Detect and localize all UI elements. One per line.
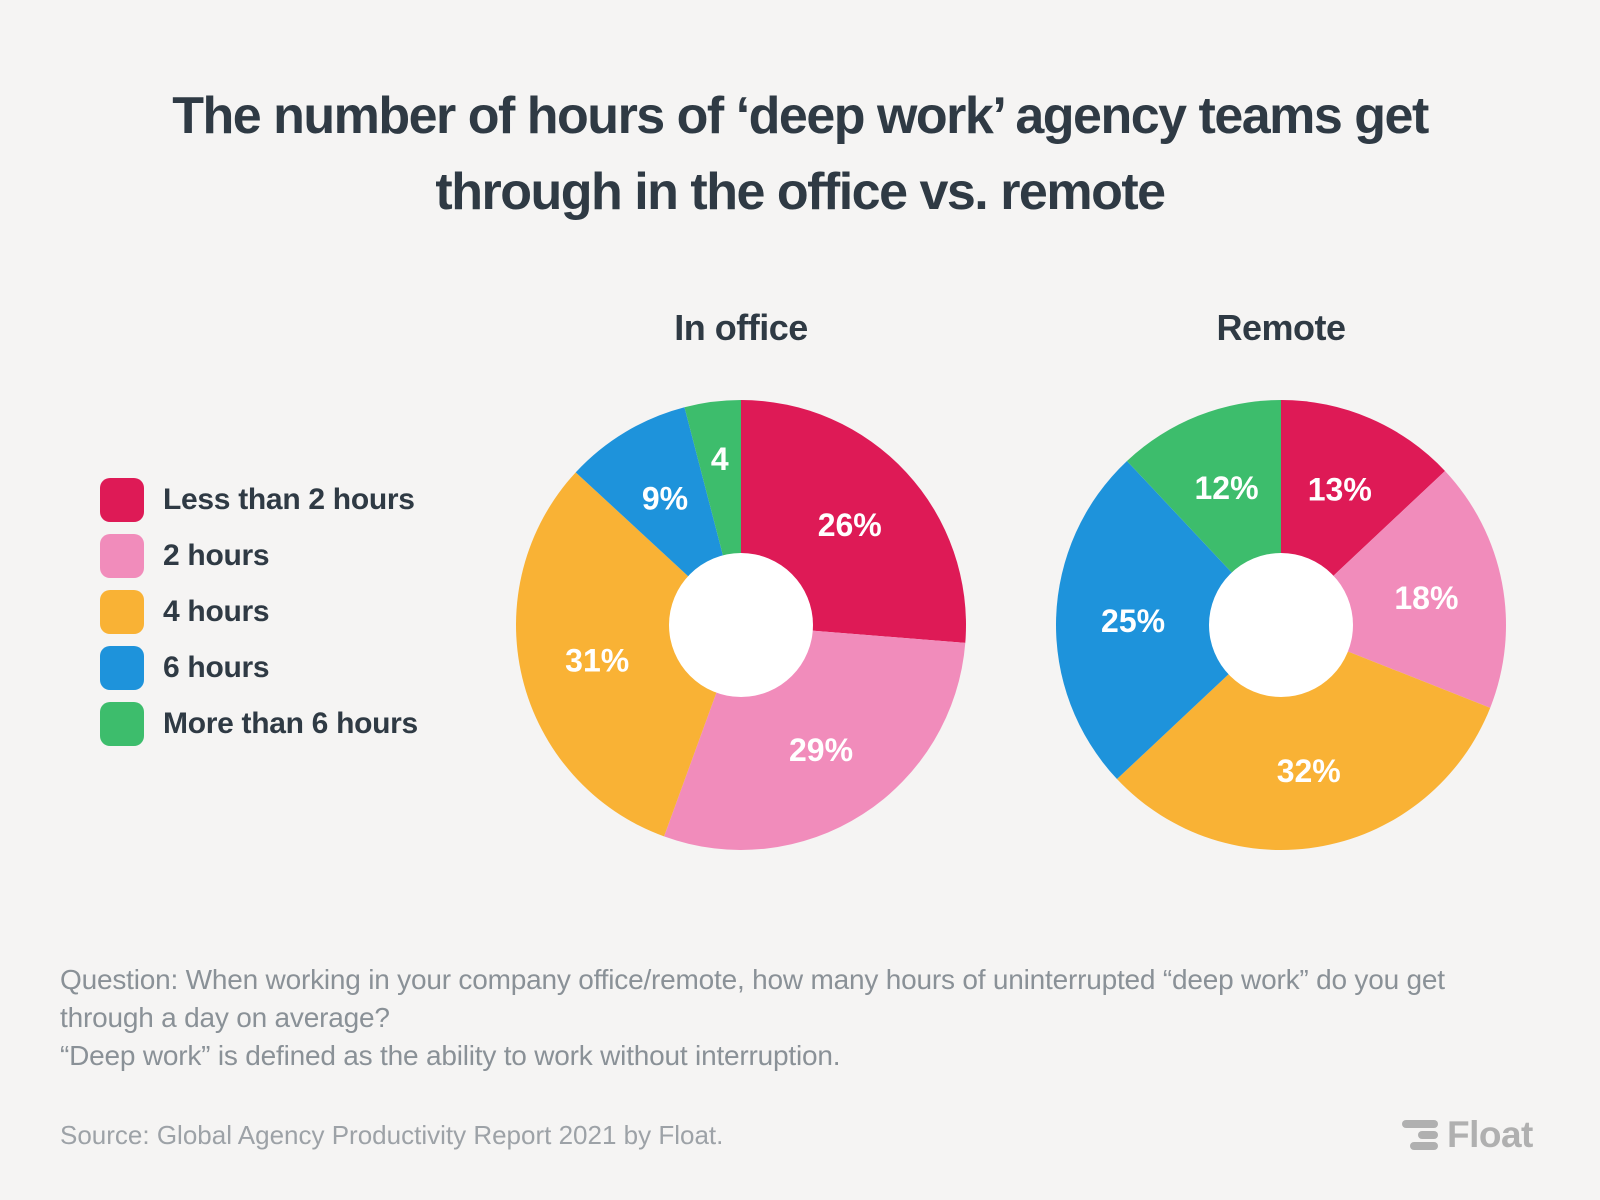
pie-slice-label: 18%: [1394, 580, 1458, 616]
legend-label: Less than 2 hours: [163, 483, 415, 516]
pie-slice: [1281, 470, 1507, 708]
pie-slice-label: 29%: [789, 732, 853, 768]
pie-slice: [516, 472, 741, 837]
pie-slice-label: 9%: [642, 481, 688, 517]
legend-swatch: [100, 590, 144, 634]
pie-slice-label: 13%: [1308, 472, 1372, 508]
donut-chart-remote: 13% 18% 32% 25% 12%: [1056, 400, 1507, 851]
pie-slice-label: 4: [711, 441, 729, 477]
legend-item: 6 hours: [100, 646, 418, 690]
pie-slice: [1116, 625, 1491, 851]
logo-bar-bottom: [1410, 1142, 1438, 1150]
footnote-definition: “Deep work” is defined as the ability to…: [60, 1040, 841, 1071]
pie-slice-label: 32%: [1277, 753, 1341, 789]
donut-chart-in-office: 26% 29% 31% 9% 4: [516, 400, 966, 850]
chart-title-in-office: In office: [674, 307, 808, 348]
logo-bar-top: [1402, 1120, 1438, 1128]
pie-slice-label: 12%: [1194, 470, 1258, 506]
legend: Less than 2 hours 2 hours 4 hours 6 hours Mo…: [100, 478, 418, 758]
footnote-question-line-1: Question: When working in your company o…: [60, 964, 1445, 995]
legend-label: 2 hours: [163, 539, 270, 572]
chart-title-remote: Remote: [1216, 307, 1346, 348]
legend-label: 6 hours: [163, 651, 270, 684]
legend-swatch: [100, 646, 144, 690]
float-bars-icon: [1402, 1120, 1438, 1150]
page-title-line-1: The number of hours of ‘deep work’ agenc…: [172, 87, 1429, 145]
legend-swatch: [100, 534, 144, 578]
footnote-question-line-2: through a day on average?: [60, 1002, 390, 1033]
legend-swatch: [100, 702, 144, 746]
footnote: Question: When working in your company o…: [60, 961, 1445, 1075]
legend-item: 2 hours: [100, 534, 418, 578]
float-wordmark: Float: [1447, 1114, 1533, 1155]
legend-swatch: [100, 478, 144, 522]
donut-hole: [669, 553, 813, 697]
pie-slice-label: 31%: [565, 642, 629, 678]
float-logo: Float: [1402, 1114, 1533, 1156]
pie-slice: [1056, 460, 1281, 780]
legend-label: 4 hours: [163, 595, 270, 628]
source-credit: Source: Global Agency Productivity Repor…: [60, 1120, 724, 1150]
donut-hole: [1209, 553, 1353, 697]
pie-slice-label: 25%: [1101, 603, 1165, 639]
legend-label: More than 6 hours: [163, 707, 418, 740]
pie-slice-label: 26%: [818, 507, 882, 543]
page-title-line-2: through in the office vs. remote: [435, 163, 1166, 221]
legend-item: 4 hours: [100, 590, 418, 634]
legend-item: More than 6 hours: [100, 702, 418, 746]
page-title: The number of hours of ‘deep work’ agenc…: [0, 78, 1600, 230]
legend-item: Less than 2 hours: [100, 478, 418, 522]
logo-bar-middle: [1418, 1131, 1438, 1139]
